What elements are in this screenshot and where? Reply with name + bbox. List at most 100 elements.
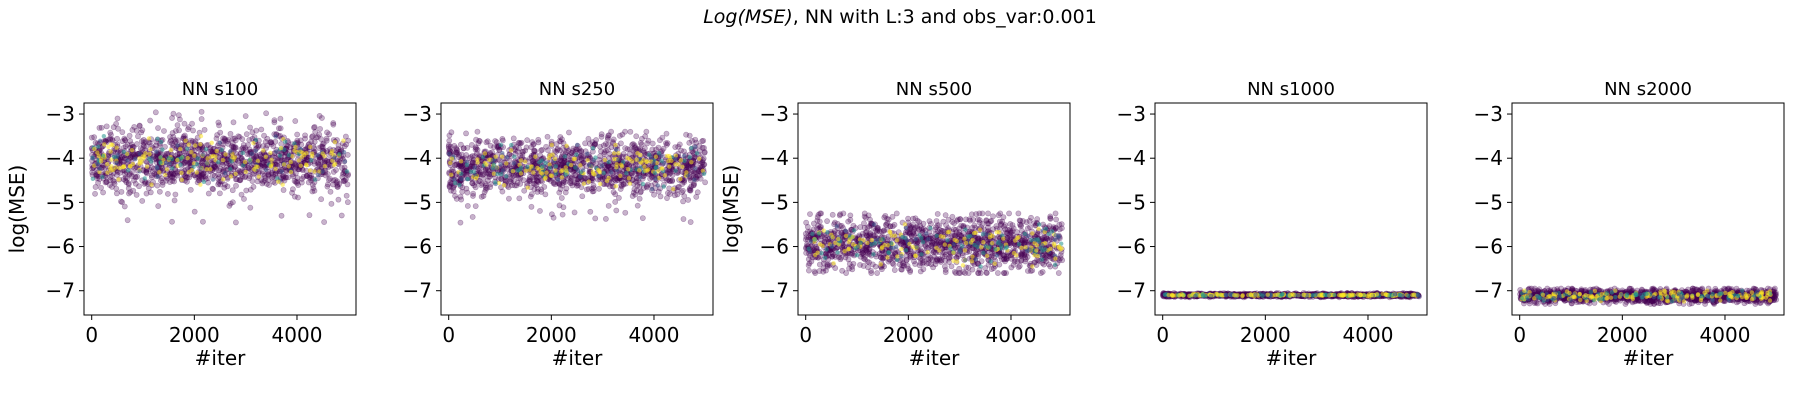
scatter-point-highlight	[638, 152, 643, 158]
scatter-point	[198, 116, 205, 122]
scatter-point	[124, 141, 131, 148]
scatter-point	[111, 178, 118, 185]
scatter-point-highlight	[137, 156, 142, 161]
y-tick-label: −7	[403, 279, 432, 303]
scatter-point	[448, 129, 455, 136]
scatter-point	[110, 124, 117, 131]
scatter-point	[303, 173, 310, 179]
scatter-point	[130, 187, 137, 194]
scatter-point	[667, 169, 674, 176]
scatter-point	[335, 142, 342, 149]
scatter-point-highlight	[495, 171, 500, 177]
scatter-point	[213, 165, 219, 172]
scatter-point-highlight	[552, 156, 558, 162]
scatter-point-highlight	[144, 164, 150, 169]
scatter-point-highlight	[169, 156, 175, 162]
scatter-point-highlight	[210, 177, 216, 182]
scatter-point	[181, 159, 188, 166]
scatter-point-highlight	[213, 154, 218, 159]
scatter-point	[589, 188, 596, 195]
scatter-point	[258, 156, 265, 162]
scatter-point	[304, 173, 311, 179]
figure-title-math: Log(MSE)	[703, 6, 793, 28]
scatter-point-highlight	[887, 229, 892, 234]
scatter-point	[261, 177, 268, 184]
scatter-point-highlight	[256, 174, 262, 179]
scatter-point	[330, 120, 337, 126]
scatter-point	[701, 145, 707, 151]
scatter-point	[98, 124, 105, 131]
scatter-point-highlight	[1034, 248, 1039, 253]
scatter-point	[246, 146, 253, 153]
y-tick-label: −3	[403, 102, 432, 126]
scatter-point	[637, 139, 644, 146]
scatter-point-highlight	[662, 173, 668, 178]
scatter-point	[187, 186, 194, 193]
scatter-point	[344, 181, 351, 188]
scatter-point	[515, 139, 522, 146]
scatter-point	[907, 254, 914, 261]
scatter-point	[180, 148, 187, 155]
scatter-point	[446, 181, 453, 188]
scatter-point	[172, 138, 179, 145]
subplot-title: NN s250	[539, 79, 615, 100]
x-tick-label: 2000	[883, 323, 934, 347]
scatter-point	[316, 161, 323, 168]
scatter-point	[249, 178, 256, 184]
scatter-point	[470, 158, 477, 165]
scatter-point	[573, 182, 580, 189]
scatter-point-highlight	[564, 168, 569, 173]
scatter-point-highlight	[1030, 264, 1035, 269]
scatter-point-highlight	[1056, 235, 1061, 240]
scatter-point-highlight	[115, 152, 121, 158]
scatter-point-highlight	[1042, 247, 1048, 252]
scatter-point	[319, 143, 326, 150]
scatter-point	[589, 175, 596, 182]
scatter-point-highlight	[977, 227, 983, 232]
scatter-point-highlight	[1036, 226, 1041, 231]
scatter-point	[983, 270, 990, 276]
scatter-point-highlight	[268, 164, 274, 169]
scatter-point-highlight	[843, 233, 849, 239]
scatter-point-highlight	[692, 177, 697, 182]
scatter-point	[170, 110, 177, 117]
scatter-point	[249, 129, 256, 136]
scatter-point	[683, 131, 689, 138]
scatter-point	[344, 151, 351, 158]
scatter-point	[239, 173, 246, 180]
scatter-point	[666, 185, 673, 192]
scatter-point	[487, 150, 493, 156]
scatter-point	[644, 184, 650, 191]
scatter-point	[229, 140, 236, 147]
scatter-point	[322, 172, 329, 179]
scatter-point	[557, 186, 564, 192]
scatter-point-highlight	[895, 254, 900, 259]
scatter-point	[303, 172, 310, 179]
scatter-point	[664, 140, 671, 147]
scatter-point-highlight	[200, 152, 206, 157]
scatter-point	[589, 185, 595, 192]
scatter-point	[701, 161, 708, 168]
scatter-point	[636, 183, 643, 190]
scatter-point	[612, 177, 619, 184]
scatter-point-highlight	[644, 159, 650, 164]
scatter-point	[578, 147, 584, 154]
scatter-point	[341, 164, 348, 171]
scatter-point-highlight	[155, 174, 160, 179]
scatter-point	[277, 125, 284, 132]
scatter-point-highlight	[894, 238, 900, 243]
scatter-point	[559, 182, 566, 189]
scatter-point	[153, 142, 160, 149]
scatter-point	[968, 211, 975, 218]
scatter-point	[633, 133, 640, 140]
scatter-point	[807, 211, 813, 217]
scatter-point	[484, 185, 490, 191]
scatter-point	[843, 270, 849, 276]
scatter-point	[308, 138, 315, 145]
scatter-point	[129, 127, 136, 133]
scatter-point	[184, 174, 191, 181]
scatter-point	[499, 137, 506, 144]
scatter-point	[316, 112, 323, 119]
scatter-point-highlight	[104, 161, 110, 167]
scatter-point	[306, 171, 313, 178]
